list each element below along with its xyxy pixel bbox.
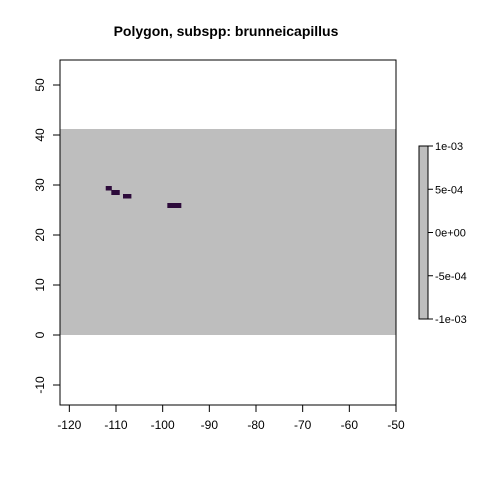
x-tick-label: -80 bbox=[247, 418, 265, 432]
y-tick-label: -10 bbox=[33, 376, 47, 394]
raster-cell-4 bbox=[167, 203, 182, 208]
cells-layer bbox=[105, 186, 182, 208]
chart-title: Polygon, subspp: brunneicapillus bbox=[114, 23, 339, 39]
y-tick-label: 30 bbox=[33, 178, 47, 192]
y-axis: -10 0 10 20 30 40 50 bbox=[33, 78, 61, 394]
legend-tick-label: -1e-03 bbox=[435, 314, 467, 326]
legend-tick-label: 0e+00 bbox=[435, 228, 466, 240]
x-tick-label: -50 bbox=[387, 418, 405, 432]
raster-cell-2 bbox=[111, 190, 120, 195]
x-tick-label: -120 bbox=[57, 418, 81, 432]
x-tick-label: -70 bbox=[294, 418, 312, 432]
legend-tick-label: -5e-04 bbox=[435, 271, 467, 283]
y-tick-label: 10 bbox=[33, 278, 47, 292]
legend-tick-label: 1e-03 bbox=[435, 141, 463, 153]
raster-extent bbox=[60, 129, 396, 335]
raster-cell-3 bbox=[123, 194, 132, 199]
y-tick-label: 50 bbox=[33, 78, 47, 92]
legend: 1e-03 5e-04 0e+00 -5e-04 -1e-03 bbox=[418, 141, 467, 326]
legend-colorbar bbox=[418, 145, 429, 320]
legend-tick-label: 5e-04 bbox=[435, 184, 463, 196]
y-tick-label: 0 bbox=[33, 331, 47, 338]
y-tick-label: 40 bbox=[33, 128, 47, 142]
y-tick-label: 20 bbox=[33, 228, 47, 242]
x-tick-label: -110 bbox=[104, 418, 127, 432]
raster-layer bbox=[60, 129, 396, 335]
x-axis: -120 -110 -100 -90 -80 -70 -60 -50 bbox=[57, 404, 405, 432]
x-tick-label: -90 bbox=[201, 418, 219, 432]
raster-cell-1 bbox=[105, 186, 112, 191]
x-tick-label: -60 bbox=[341, 418, 359, 432]
x-tick-label: -100 bbox=[151, 418, 175, 432]
